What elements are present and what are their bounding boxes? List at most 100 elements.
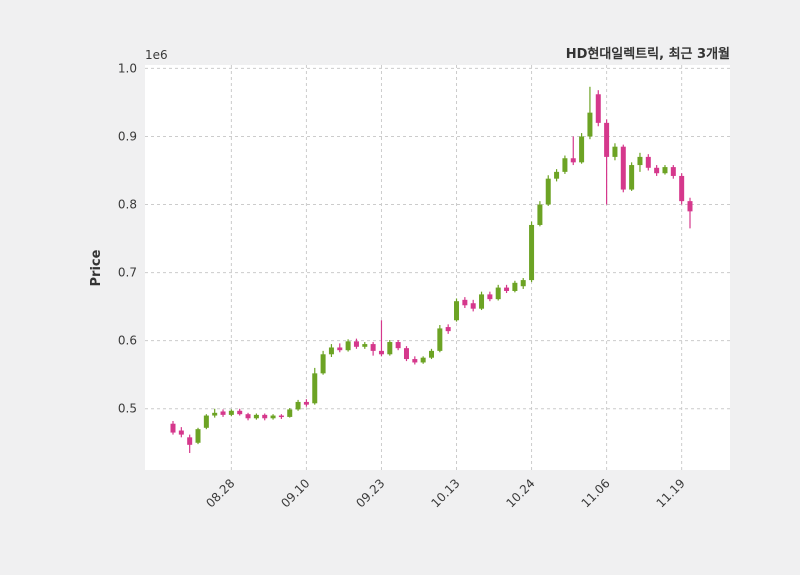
- candle-body: [512, 282, 518, 291]
- candle-body: [187, 437, 193, 445]
- chart-title: HD현대일렉트릭, 최근 3개월: [566, 46, 730, 62]
- candle-body: [320, 354, 326, 374]
- candlestick: [395, 339, 401, 351]
- candle-body: [520, 280, 526, 287]
- candle-body: [262, 414, 268, 419]
- candlestick: [370, 342, 376, 356]
- candlestick: [570, 136, 576, 166]
- candle-body: [687, 201, 693, 212]
- candlestick: [403, 346, 409, 362]
- candlestick: [170, 420, 176, 435]
- candle-body: [595, 94, 601, 123]
- candlestick: [554, 169, 560, 182]
- x-tick-label: 08.28: [203, 476, 237, 510]
- candlestick: [262, 413, 268, 421]
- candlestick: [595, 90, 601, 127]
- x-tick-label: 09.10: [278, 476, 312, 510]
- candlestick: [604, 119, 610, 205]
- y-axis-offset-label: 1e6: [145, 48, 168, 62]
- candle-body: [362, 344, 368, 347]
- candlestick: [187, 434, 193, 453]
- y-tick-label: 0.6: [118, 334, 137, 348]
- candlestick: [195, 427, 201, 445]
- candlestick: [212, 408, 218, 418]
- candlestick: [445, 324, 451, 334]
- candlestick: [579, 133, 585, 164]
- x-axis-tick-labels: 08.28 09.10 09.23 10.13 10.24 11.06 11.19: [203, 476, 687, 510]
- candle-body: [529, 224, 535, 281]
- candle-body: [604, 122, 610, 157]
- y-tick-label: 0.9: [118, 129, 137, 143]
- candle-body: [462, 299, 468, 306]
- candlestick: [237, 408, 243, 416]
- candlestick: [512, 280, 518, 293]
- y-tick-label: 1.0: [118, 61, 137, 75]
- candlestick: [378, 320, 384, 357]
- plot-area: [145, 65, 730, 470]
- candlestick: [454, 298, 460, 322]
- candle-body: [445, 327, 451, 332]
- candlestick: [462, 297, 468, 308]
- candlestick: [654, 165, 660, 176]
- candlestick: [679, 173, 685, 205]
- candle-body: [237, 410, 243, 415]
- candle-body: [612, 146, 618, 157]
- candlestick: [312, 367, 318, 405]
- candle-body: [337, 347, 343, 351]
- candle-body: [554, 171, 560, 179]
- candle-body: [487, 294, 493, 300]
- candlestick: [437, 325, 443, 353]
- candlestick: [278, 414, 284, 419]
- candlestick: [429, 348, 434, 360]
- candle-body: [637, 156, 643, 166]
- candle-body: [429, 350, 434, 358]
- candle-body: [278, 415, 284, 418]
- candlestick: [495, 284, 501, 301]
- candle-body: [170, 423, 176, 433]
- y-tick-label: 0.8: [118, 198, 137, 212]
- candle-body: [303, 401, 309, 405]
- candle-body: [420, 357, 426, 363]
- candlestick: [629, 162, 635, 191]
- candlestick: [479, 291, 485, 311]
- candlestick: [529, 221, 535, 283]
- candle-body: [353, 341, 359, 347]
- candlestick: [228, 409, 234, 417]
- candlestick: [637, 152, 643, 172]
- x-tick-label: 09.23: [353, 476, 387, 510]
- candlestick: [545, 175, 551, 206]
- candle-body: [387, 342, 393, 355]
- x-tick-label: 10.24: [503, 476, 537, 510]
- candles-group: [170, 86, 693, 453]
- candlestick: [270, 414, 276, 420]
- y-axis-tick-labels: 0.5 0.6 0.7 0.8 0.9 1.0: [118, 61, 137, 415]
- candle-body: [403, 348, 409, 360]
- x-tick-label: 11.06: [579, 476, 613, 510]
- candle-body: [328, 347, 334, 355]
- candle-body: [545, 178, 551, 205]
- candle-body: [562, 158, 568, 172]
- candlestick: [587, 86, 593, 140]
- candlestick: [203, 414, 209, 430]
- candlestick: [470, 299, 476, 312]
- candle-body: [504, 287, 510, 291]
- candlestick: [537, 201, 543, 227]
- candlestick: [287, 408, 293, 418]
- candlestick: [687, 197, 693, 229]
- candle-body: [587, 112, 593, 137]
- candle-body: [295, 401, 301, 410]
- candle-body: [479, 294, 485, 309]
- candle-body: [570, 158, 576, 163]
- y-axis-label: Price: [89, 249, 104, 286]
- candlestick: [612, 143, 618, 161]
- candlestick: [670, 165, 676, 179]
- candlestick: [645, 154, 651, 171]
- candlestick: [562, 155, 568, 174]
- candlestick: [520, 278, 526, 289]
- candle-body: [662, 167, 668, 174]
- candlestick: [420, 356, 426, 364]
- candlestick: [253, 413, 259, 420]
- candle-body: [253, 414, 259, 419]
- candlestick: [504, 284, 510, 294]
